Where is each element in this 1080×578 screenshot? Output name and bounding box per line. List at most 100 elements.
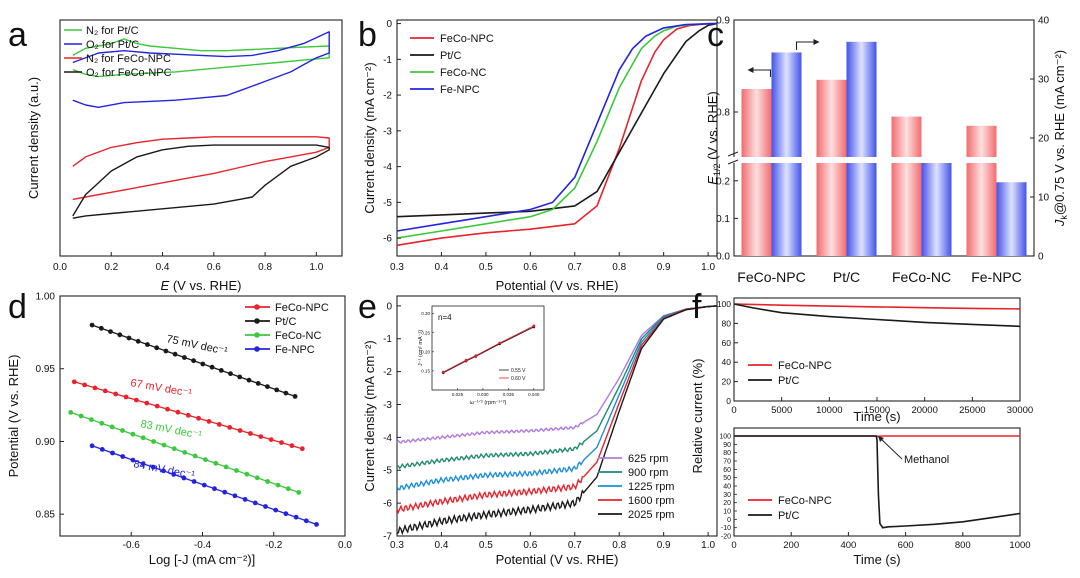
xtick-label: 15000 [864, 405, 890, 416]
panel-f-bottom-xlabel: Time (s) [853, 552, 900, 567]
inset-ytick-label: 0.20 [421, 349, 430, 354]
panel-b-label: b [358, 16, 377, 54]
panel-b: b FeCo-NPC Pt/C FeCo-NC Fe-NPC 0.3 0.4 0.5… [358, 16, 718, 293]
marker-d-0-19 [268, 437, 274, 442]
marker-d-0-11 [185, 412, 191, 418]
right-axis-arrow [795, 41, 817, 50]
legend-e-4: 2025 rpm [628, 509, 674, 521]
panel-c-right-label: Jk@0.75 V vs. RHE (mA cm⁻²) [1052, 50, 1069, 227]
marker-d-3-10 [191, 479, 197, 484]
xtick-label: 0.5 [479, 262, 493, 273]
inset-xtick-label: 0.040 [528, 392, 540, 397]
series-b-1 [396, 22, 718, 218]
panel-c-yticks-right: 0 10 20 30 40 [1030, 16, 1050, 263]
marker-d-1-18 [255, 381, 261, 386]
marker-d-3-17 [263, 504, 268, 509]
panel-e-inset: n=4 0.55 V 0.60 V 0.025 0.030 0.035 0.040 0… [418, 305, 545, 406]
inset-xticks: 0.025 0.030 0.035 0.040 [452, 388, 540, 397]
right-tick-label: 0 [1038, 252, 1044, 263]
inset-xlabel: ω⁻¹ᐟ² (rpm⁻¹ᐟ²) [470, 399, 507, 406]
bar-e12-3 [966, 125, 997, 256]
series-e-2 [396, 305, 718, 491]
marker-d-3-18 [273, 507, 279, 513]
ytick-label: 10 [723, 509, 731, 516]
marker-d-2-19 [265, 479, 270, 484]
legend-fb-1: Pt/C [778, 510, 799, 522]
panel-b-yticks: 0 -1 -2 -3 -4 -5 -6 [383, 19, 401, 245]
legend-d-0: FeCo-NPC [275, 302, 329, 314]
panel-f-bottom-frame [733, 427, 1021, 537]
marker-d-0-16 [237, 428, 243, 433]
xtick-label: 1.0 [309, 262, 323, 273]
xtick-label: -0.2 [265, 540, 283, 551]
marker-d-2-13 [203, 457, 208, 462]
category-label: FeCo-NC [892, 269, 951, 285]
panel-a-plot [72, 31, 330, 219]
marker-d-1-19 [265, 384, 270, 389]
marker-d-2-12 [192, 453, 198, 459]
legend-a-2: N₂ for FeCo-NPC [86, 53, 171, 65]
marker-d-3-end [314, 522, 319, 527]
marker-d-1-15 [228, 371, 233, 377]
ytick-label: 60 [722, 338, 732, 348]
panel-f-top-frame [733, 297, 1021, 402]
legend-marker-d-3 [254, 346, 260, 352]
xtick-label: 0.3 [390, 540, 404, 551]
xtick-label: 5000 [771, 405, 792, 416]
marker-d-1-6 [145, 342, 150, 347]
series-a-2 [72, 136, 330, 201]
ytick-label: 40 [722, 357, 732, 367]
marker-d-0-10 [175, 409, 181, 415]
series-f-bottom-1 [734, 435, 1021, 529]
panel-e-yticks: 0 -1 -2 -3 -4 -5 -6 -7 [383, 301, 401, 543]
category-label: FeCo-NPC [737, 269, 805, 285]
legend-ft-1: Pt/C [778, 375, 799, 387]
marker-d-2-3 [99, 420, 105, 426]
legend-a-3: O₂ for FeCo-NPC [86, 67, 172, 79]
left-axis-arrow [750, 69, 772, 77]
xtick-label: 20000 [911, 405, 937, 416]
marker-d-3-5 [140, 461, 146, 467]
marker-d-1-14 [218, 368, 224, 373]
slope-label-fenpc: 84 mV dec⁻¹ [132, 458, 196, 482]
marker-d-0-12 [196, 415, 202, 421]
axis-break-band [726, 157, 1028, 163]
series-f-top-1 [733, 303, 1021, 328]
marker-d-1-16 [237, 374, 243, 380]
panel-f-top-xlabel: Time (s) [853, 409, 900, 424]
methanol-annotation: Methanol [904, 454, 949, 466]
xtick-label: 0.8 [258, 262, 272, 273]
marker-d-1-2 [108, 329, 113, 334]
left-tick-label: 0.0 [716, 252, 730, 263]
panel-c-label: c [707, 16, 724, 54]
inset-xtick-label: 0.035 [503, 392, 515, 397]
panel-c: c 0.9 0.8 0.2 0.1 0.0 0 10 20 30 40 FeCo-NPC Pt/C… [705, 16, 1069, 286]
panel-c-yticks-left: 0.9 0.8 0.2 0.1 0.0 [716, 16, 738, 263]
marker-d-1-3 [117, 332, 123, 338]
ytick-label: 20 [723, 500, 731, 507]
marker-d-0-1 [82, 382, 87, 388]
panel-d-plot [68, 322, 319, 527]
ytick-label: -5 [383, 198, 392, 209]
legend-fb-0: FeCo-NPC [778, 495, 832, 507]
legend-ft-0: FeCo-NPC [778, 360, 832, 372]
inset-point-1-1 [464, 358, 468, 362]
left-tick-label: 0.9 [716, 16, 730, 27]
xtick-label: 0.9 [657, 262, 671, 273]
panel-e-xticks: 0.3 0.4 0.5 0.6 0.7 0.8 0.9 1.0 [390, 532, 715, 551]
marker-d-0-17 [248, 431, 253, 436]
series-e-1 [396, 305, 718, 470]
inset-ytick-label: 0.25 [421, 330, 430, 335]
ytick-label: 60 [723, 467, 731, 474]
marker-d-2-21 [285, 486, 291, 492]
ytick-label: -3 [383, 126, 392, 137]
ytick-label: -1 [383, 55, 392, 66]
marker-d-0-21 [289, 443, 295, 449]
ytick-label: -2 [383, 91, 392, 102]
marker-d-1-1 [98, 325, 104, 331]
panel-d-yticks: 1.00 0.95 0.90 0.85 [36, 292, 64, 521]
ytick-label: 0 [386, 19, 392, 30]
xtick-label: -0.4 [194, 540, 212, 551]
panel-d-legend: FeCo-NPC Pt/C FeCo-NC Fe-NPC [245, 302, 329, 356]
panel-c-categories: FeCo-NPC Pt/C FeCo-NC Fe-NPC [737, 269, 1022, 285]
